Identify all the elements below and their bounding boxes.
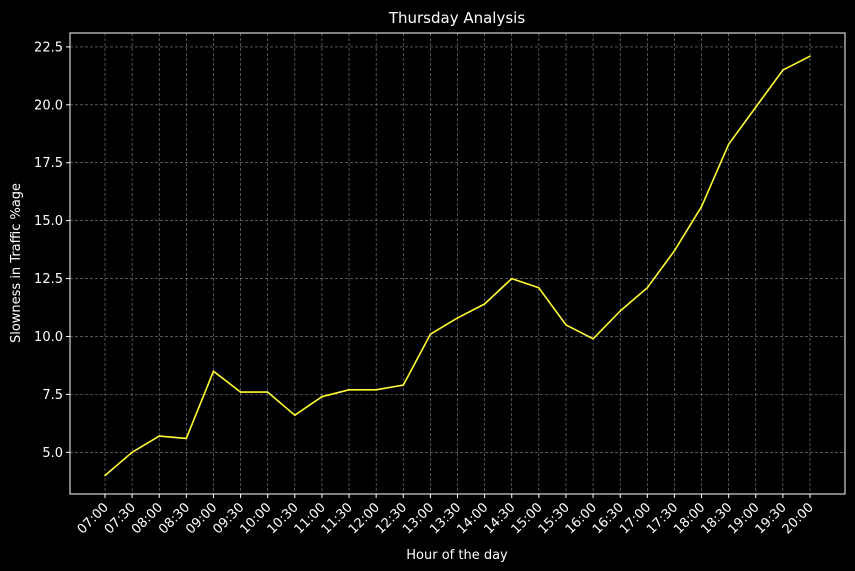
data-point [592, 337, 594, 340]
data-point [185, 437, 188, 440]
y-tick-label: 17.5 [34, 156, 63, 171]
data-point [212, 370, 215, 373]
data-point [700, 205, 703, 208]
data-point [375, 388, 377, 391]
data-point [321, 395, 323, 398]
chart-title: Thursday Analysis [388, 9, 526, 27]
data-point [239, 391, 242, 393]
data-point [754, 106, 757, 108]
data-point [483, 303, 486, 305]
data-point [673, 249, 676, 252]
y-tick-label: 10.0 [34, 330, 63, 345]
x-axis-label: Hour of the day [406, 548, 508, 563]
y-tick-label: 15.0 [34, 214, 63, 229]
data-point [429, 333, 432, 335]
data-point [510, 277, 513, 280]
data-point [809, 55, 811, 57]
data-point [266, 391, 269, 393]
series-layer [104, 55, 811, 477]
data-point [646, 287, 649, 289]
data-point [348, 388, 350, 391]
data-point [402, 384, 405, 386]
data-point [619, 310, 621, 312]
data-point [538, 287, 540, 289]
plot-frame [69, 32, 846, 495]
data-point [104, 474, 106, 477]
data-point [727, 143, 730, 145]
data-point [565, 324, 567, 326]
data-point [456, 317, 459, 319]
y-tick-label: 22.5 [34, 40, 63, 55]
y-tick-label: 20.0 [34, 98, 63, 113]
y-tick-label: 12.5 [34, 272, 63, 287]
data-point [294, 414, 296, 417]
data-point [782, 69, 784, 71]
data-point [158, 435, 161, 437]
grid-layer [70, 33, 845, 494]
data-point [131, 451, 133, 454]
y-tick-label: 7.5 [42, 388, 63, 403]
y-tick-label: 5.0 [42, 446, 63, 461]
y-axis-ticks: 5.0 7.5 10.0 12.5 15.0 17.5 20.0 22.5 [34, 40, 70, 461]
y-axis-label: Slowness in Traffic %age [9, 183, 24, 343]
